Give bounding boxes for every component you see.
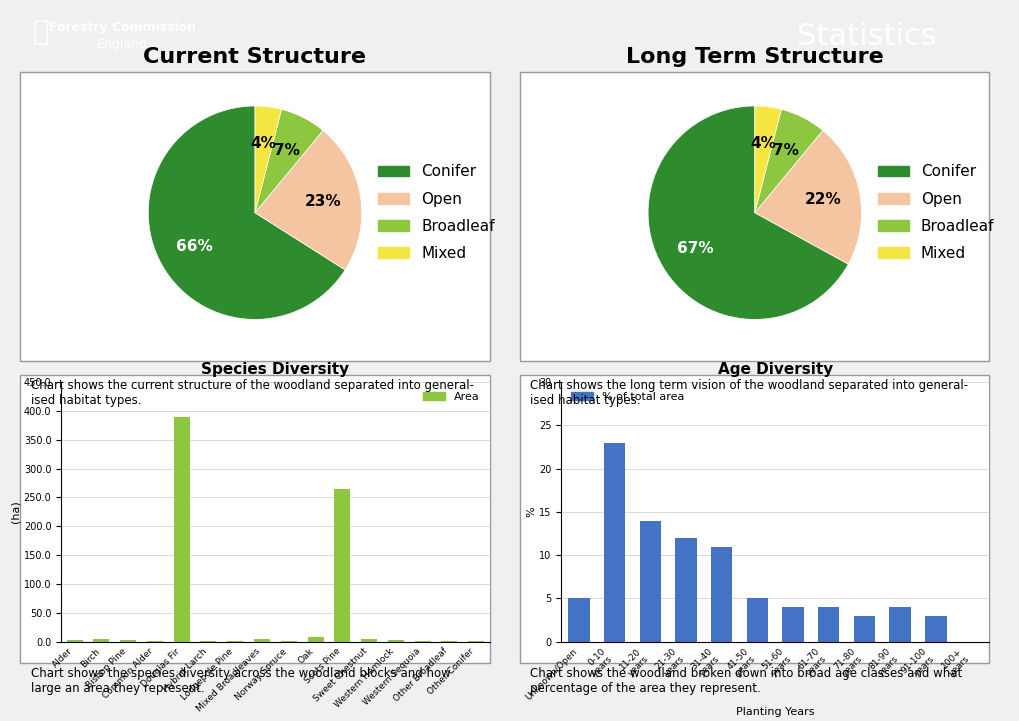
X-axis label: Planting Years: Planting Years xyxy=(736,707,813,717)
Bar xyxy=(889,607,910,642)
Title: Current Structure: Current Structure xyxy=(144,47,366,66)
Text: England: England xyxy=(97,38,148,51)
Legend: Conifer, Open, Broadleaf, Mixed: Conifer, Open, Broadleaf, Mixed xyxy=(871,158,1000,267)
Bar xyxy=(361,639,377,642)
Bar xyxy=(782,607,803,642)
Wedge shape xyxy=(255,131,362,270)
Bar xyxy=(254,640,270,642)
Legend: Area: Area xyxy=(418,388,484,407)
Bar xyxy=(387,640,404,642)
Wedge shape xyxy=(754,110,822,213)
Bar xyxy=(924,616,946,642)
Text: 22%: 22% xyxy=(804,193,841,207)
Bar xyxy=(746,598,767,642)
Bar xyxy=(817,607,839,642)
Wedge shape xyxy=(148,106,344,319)
Legend: % of total area: % of total area xyxy=(566,388,688,407)
Wedge shape xyxy=(754,131,861,264)
Text: 7%: 7% xyxy=(273,143,300,159)
Title: Species Diversity: Species Diversity xyxy=(201,362,350,377)
Bar xyxy=(334,489,351,642)
Wedge shape xyxy=(255,110,323,213)
Bar xyxy=(173,417,190,642)
Bar xyxy=(280,641,297,642)
Bar xyxy=(603,443,625,642)
Text: 4%: 4% xyxy=(251,136,276,151)
Bar xyxy=(227,640,244,642)
Wedge shape xyxy=(647,106,848,319)
Text: 23%: 23% xyxy=(305,195,341,209)
Title: Long Term Structure: Long Term Structure xyxy=(626,47,882,66)
Bar xyxy=(675,538,696,642)
Legend: Conifer, Open, Broadleaf, Mixed: Conifer, Open, Broadleaf, Mixed xyxy=(372,158,500,267)
Text: 7%: 7% xyxy=(772,143,799,159)
Bar xyxy=(710,547,732,642)
Text: 🌲: 🌲 xyxy=(33,19,49,46)
Text: 67%: 67% xyxy=(677,241,712,255)
Bar xyxy=(201,640,216,642)
Bar xyxy=(120,640,137,642)
Text: Chart shows the long term vision of the woodland separated into general-
ised ha: Chart shows the long term vision of the … xyxy=(530,379,968,407)
Bar xyxy=(639,521,660,642)
Bar xyxy=(147,641,163,642)
Bar xyxy=(853,616,874,642)
Bar xyxy=(66,640,83,642)
Y-axis label: %: % xyxy=(526,507,535,517)
Bar xyxy=(94,639,109,642)
Text: Chart shows the species diversity across the woodland blocks and how
large an ar: Chart shows the species diversity across… xyxy=(31,667,450,695)
Text: Statistics: Statistics xyxy=(797,22,935,50)
Wedge shape xyxy=(255,106,281,213)
Text: Chart shows the woodland broken down into broad age classes and what
percentage : Chart shows the woodland broken down int… xyxy=(530,667,962,695)
Bar xyxy=(441,640,457,642)
Bar xyxy=(568,598,589,642)
Bar xyxy=(308,637,323,642)
Wedge shape xyxy=(754,106,781,213)
Title: Age Diversity: Age Diversity xyxy=(717,362,832,377)
Bar xyxy=(414,641,430,642)
Text: Chart shows the current structure of the woodland separated into general-
ised h: Chart shows the current structure of the… xyxy=(31,379,473,407)
Y-axis label: (ha): (ha) xyxy=(11,500,21,523)
Text: Forestry Commission: Forestry Commission xyxy=(49,21,196,34)
Text: 4%: 4% xyxy=(750,136,775,151)
Text: 66%: 66% xyxy=(175,239,212,254)
